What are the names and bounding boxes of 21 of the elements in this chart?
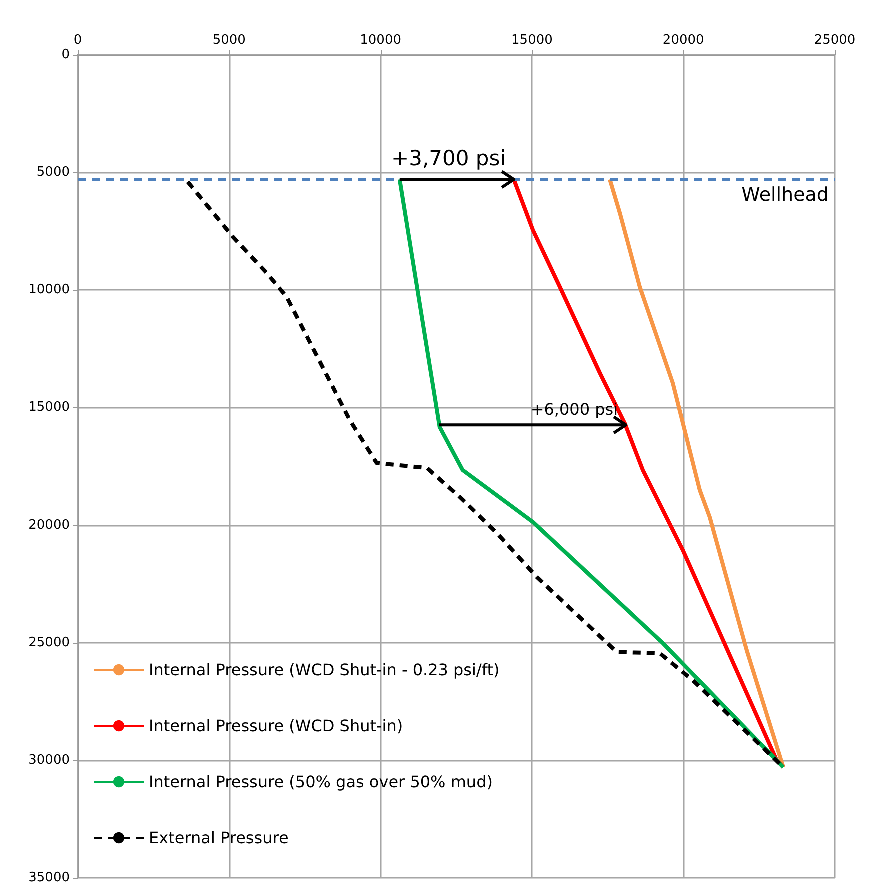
x-tick-label: 0 — [74, 33, 82, 48]
x-tick-label: 10000 — [360, 33, 402, 48]
y-tick-label: 15000 — [28, 400, 70, 416]
y-tick-label: 10000 — [28, 282, 70, 298]
legend-label: Internal Pressure (WCD Shut-in - 0.23 psi/ft) — [149, 660, 500, 680]
ref-line-label: Wellhead — [742, 184, 829, 206]
legend-label: External Pressure — [149, 828, 289, 848]
y-tick-label: 25000 — [28, 635, 70, 650]
y-tick-label: 5000 — [36, 165, 70, 180]
x-tick-label: 20000 — [662, 33, 704, 48]
x-tick-label: 25000 — [814, 33, 856, 48]
x-tick-label: 5000 — [212, 33, 246, 48]
annotation: +6,000 psi — [530, 400, 618, 420]
y-tick-label: 30000 — [28, 752, 70, 768]
legend-label: Internal Pressure (WCD Shut-in) — [149, 716, 404, 736]
y-tick-label: 20000 — [28, 518, 70, 533]
y-tick-label: 35000 — [28, 870, 70, 886]
x-tick-label: 15000 — [512, 33, 553, 48]
annotation: +3,700 psi — [392, 146, 506, 171]
y-tick-label: 0 — [62, 48, 70, 62]
legend-label: Internal Pressure (50% gas over 50% mud) — [149, 772, 493, 792]
